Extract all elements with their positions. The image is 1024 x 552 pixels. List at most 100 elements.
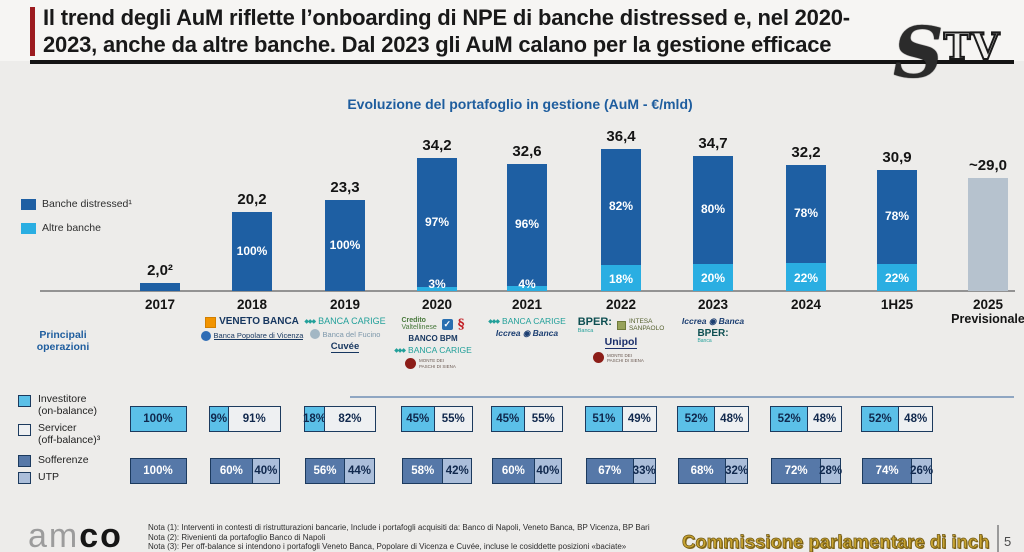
legend-swatch-servicer — [18, 424, 31, 436]
banca-carige-icon: ◆◆◆ — [304, 319, 316, 326]
aum-bar-2025 — [968, 178, 1008, 291]
logo-row: VENETO BANCA — [205, 317, 299, 328]
aum-bar-distressed-segment — [140, 283, 180, 291]
monte-dei-paschi-logo: MONTE DEI PASCHI DI SIENA — [405, 358, 461, 369]
footnote-3: Nota (3): Per off-balance si intendono i… — [148, 542, 627, 551]
watermark-tv-glyph: TV — [943, 25, 1001, 69]
aum-value-label: 34,7 — [698, 135, 728, 152]
banca-del-fucino-icon — [309, 329, 320, 340]
aum-bar-pct-dark: 82% — [608, 199, 634, 213]
principali-operazioni-label: Principali operazioni — [36, 329, 90, 353]
legend-label-investitore: Investitore (on-balance) — [38, 393, 97, 417]
credito-valtellinese-check-icon: ✓ — [441, 318, 453, 330]
monte-dei-paschi-icon — [405, 358, 416, 369]
bper-banca-2-logo: BPER: Banca — [697, 327, 729, 345]
x-axis-label-2025: 2025 Previsionale — [951, 297, 1024, 326]
aum-bar-pct-dark: 80% — [700, 202, 726, 216]
logo-row: Banca del Fucino — [309, 329, 380, 340]
npe-seg-a: 72% — [772, 459, 821, 483]
aum-bar-distressed-segment — [325, 200, 365, 291]
logo-column-2018: VENETO BANCA Banca Popolare di Vicenza — [190, 317, 314, 341]
onbalance-bar-6: 52% 48% — [677, 406, 749, 432]
aum-bar-1H25: 78% 22% — [877, 170, 917, 291]
legend-label-sofferenze: Sofferenze — [38, 454, 89, 466]
aum-value-label: 23,3 — [330, 179, 360, 196]
npe-seg-b: 28% — [819, 459, 842, 483]
legend-label-altre-banche: Altre banche — [42, 222, 101, 234]
banca-popolare-di-vicenza-logo: Banca Popolare di Vicenza — [200, 331, 304, 341]
logo-row: Unipol — [604, 337, 638, 350]
iccrea-banca-logo: Iccrea ◉ Banca — [495, 327, 559, 338]
aum-bar-pct-light: 22% — [793, 271, 819, 285]
onbalance-seg-b: 48% — [898, 407, 932, 431]
npe-seg-b: 26% — [910, 459, 933, 483]
logo-row: ◆◆◆ BANCA CARIGE — [488, 317, 566, 326]
onbalance-seg-a: 9% — [210, 407, 228, 431]
logo-column-2020: Credito Valtellinese ✓ § BANCO BPM ◆◆◆ BANCA C… — [371, 317, 495, 369]
onbalance-seg-a: 100% — [130, 407, 186, 431]
banca-carige-2-logo: ◆◆◆ BANCA CARIGE — [394, 345, 472, 356]
npe-bar-6: 68% 32% — [678, 458, 748, 484]
npe-bar-7: 72% 28% — [771, 458, 842, 484]
logo-row: MONTE DEI PASCHI DI SIENA — [593, 352, 649, 364]
legend-swatch-investitore — [18, 395, 31, 407]
aum-bar-altre-segment — [786, 263, 826, 291]
x-axis-label-1H25: 1H25 — [880, 297, 914, 312]
slide-title: Il trend degli AuM riflette l’onboarding… — [43, 4, 1018, 58]
npe-seg-b: 44% — [344, 459, 374, 483]
onbalance-bar-0: 100% — [129, 406, 187, 432]
aum-value-label: 20,2 — [237, 191, 267, 208]
npe-seg-a: 60% — [211, 459, 252, 483]
logo-row: Iccrea ◉ Banca — [682, 317, 744, 326]
logo-row: BPER: Banca — [697, 327, 729, 345]
onbalance-seg-b: 91% — [227, 407, 280, 431]
npe-seg-b: 40% — [533, 459, 561, 483]
aum-bar-distressed-segment — [601, 149, 641, 265]
aum-bar-altre-segment — [507, 286, 547, 291]
footnote-1: Nota (1): Interventi in contesti di rist… — [148, 523, 650, 532]
npe-seg-a: 68% — [679, 459, 726, 483]
npe-seg-a: 56% — [306, 459, 345, 483]
aum-bar-pct-light: 20% — [700, 271, 726, 285]
logo-column-2019: ◆◆◆ BANCA CARIGE Banca del Fucino Cuvée — [283, 316, 407, 354]
logo-row: ◆◆◆ BANCA CARIGE — [394, 346, 472, 355]
credito-valtellinese-logo: Credito Valtellinese — [401, 317, 437, 332]
aum-value-label: ~29,0 — [969, 157, 1007, 174]
banca-popolare-di-bari-icon: § — [457, 316, 465, 332]
npe-bar-3: 58% 42% — [402, 458, 472, 484]
aum-bar-pct-light: 22% — [884, 271, 910, 285]
aum-bar-distressed-segment — [693, 156, 733, 264]
aum-bar-distressed-segment — [786, 165, 826, 263]
logo-row: BPER: Banca INTESA SANPAOLO — [578, 316, 665, 334]
onbalance-seg-a: 52% — [771, 407, 808, 431]
legend-label-utp: UTP — [38, 471, 59, 483]
npe-bar-1: 60% 40% — [210, 458, 280, 484]
aum-bar-pct-dark: 78% — [793, 206, 819, 220]
cuvee-logo: Cuvée — [330, 341, 360, 354]
legend-swatch-banche-distressed — [21, 199, 36, 210]
aum-bar-2020: 97% 3% — [417, 158, 457, 291]
npe-bar-5: 67% 33% — [586, 458, 656, 484]
aum-bar-2021: 96% 4% — [507, 164, 547, 291]
x-axis-label-2021: 2021 — [511, 297, 543, 312]
veneto-banca-icon — [205, 317, 217, 328]
npe-bar-8: 74% 26% — [862, 458, 933, 484]
aum-bar-2024: 78% 22% — [786, 165, 826, 291]
slide-title-line2: 2023, anche da altre banche. Dal 2023 gl… — [43, 32, 832, 57]
npe-seg-b: 40% — [251, 459, 279, 483]
npe-seg-a: 67% — [587, 459, 633, 483]
aum-value-label: 34,2 — [422, 137, 452, 154]
page-number-divider — [997, 525, 999, 552]
onbalance-seg-a: 51% — [586, 407, 622, 431]
npe-bar-2: 56% 44% — [305, 458, 375, 484]
aum-bar-pct-dark: 100% — [236, 244, 268, 258]
legend-swatch-utp — [18, 472, 31, 484]
title-underline — [30, 60, 1014, 64]
npe-seg-a: 58% — [403, 459, 443, 483]
x-axis-label-2024: 2024 — [790, 297, 822, 312]
onbalance-bar-4: 45% 55% — [491, 406, 563, 432]
npe-bar-0: 100% — [129, 458, 187, 484]
veneto-banca-logo: VENETO BANCA — [205, 317, 299, 328]
x-axis-label-2022: 2022 — [605, 297, 637, 312]
